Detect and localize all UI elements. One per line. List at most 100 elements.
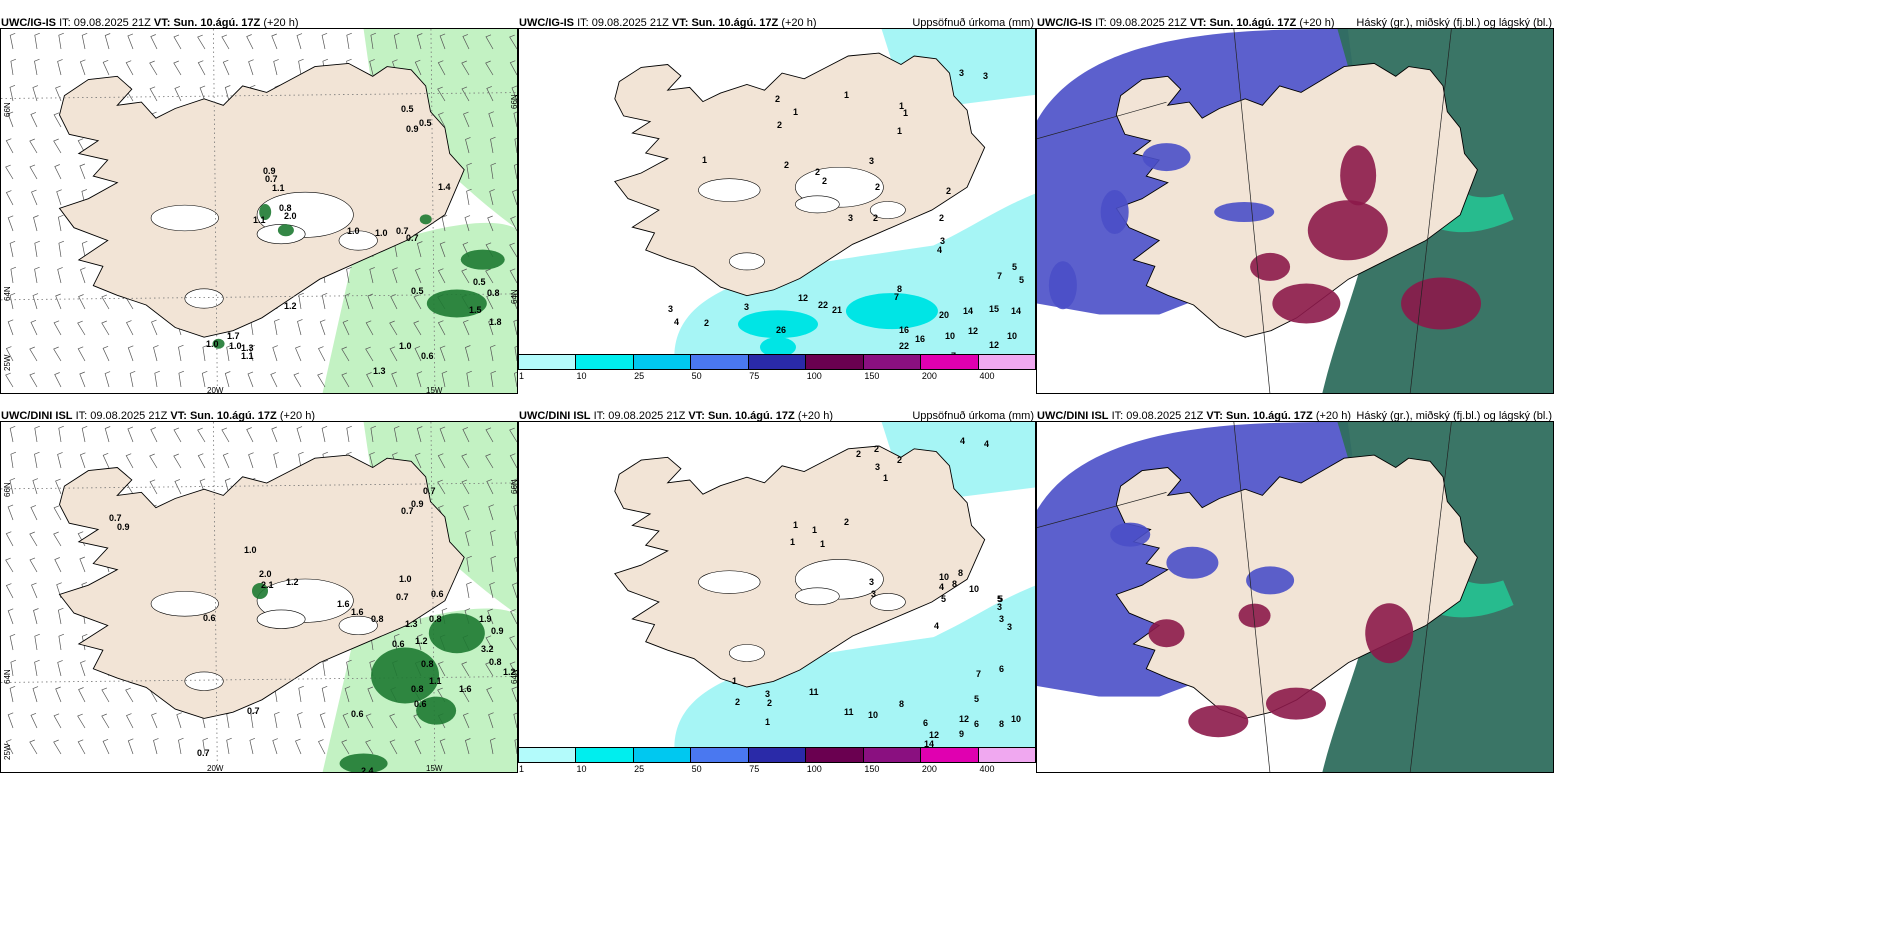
wind-barb [197, 453, 206, 469]
value-label: 3 [875, 462, 880, 472]
wind-barb [273, 59, 279, 76]
wind-barb [30, 112, 38, 128]
colorbar-tick-label: 1 [519, 371, 525, 381]
wind-barb [461, 86, 470, 102]
colorbar-swatch [978, 748, 1035, 762]
colorbar-tick-label: 10 [576, 371, 587, 381]
value-label: 0.6 [203, 613, 216, 623]
wind-barb [485, 427, 494, 443]
precip-intense-cell [371, 647, 440, 704]
colorbar-swatch [921, 748, 979, 762]
wind-barb [370, 425, 377, 443]
wind-barb [5, 190, 14, 206]
value-label: 0.6 [414, 699, 427, 709]
wind-precip-map: 0.70.90.70.90.71.02.02.1 1.20.61.61.60.80… [1, 422, 517, 772]
wind-barb [10, 659, 17, 677]
wind-barb [485, 453, 494, 469]
wind-barb [416, 371, 423, 388]
value-label: 3 [765, 689, 770, 699]
wind-barb [367, 293, 374, 310]
wind-barb [369, 452, 375, 469]
iceland-landmass [1115, 454, 1478, 719]
value-label: 1 [793, 520, 798, 530]
wind-barb [79, 556, 86, 573]
glacier [338, 230, 378, 251]
wind-barb [5, 739, 14, 755]
wind-barb [178, 344, 184, 362]
value-label: 0.8 [489, 657, 502, 667]
wind-barb [127, 426, 134, 443]
wind-barb [53, 346, 62, 362]
value-label: 0.8 [411, 684, 424, 694]
value-label: 12 [929, 730, 939, 740]
wind-barb [346, 32, 352, 50]
wind-barb [129, 370, 136, 388]
value-label: 1 [702, 155, 707, 165]
wind-barb [346, 425, 352, 443]
wind-barb [246, 34, 254, 50]
value-label: 10 [1011, 714, 1021, 724]
value-label: 1.1 [253, 215, 266, 225]
value-label: 2 [875, 182, 880, 192]
value-label: 2 [784, 160, 789, 170]
wind-barb [149, 60, 158, 76]
colorbar-ticks: 1 10 25 50 75 100 150 200 400 [518, 764, 1036, 776]
value-label: 3 [668, 304, 673, 314]
wind-barb [466, 162, 472, 180]
wind-barb [513, 111, 517, 128]
wind-barb [34, 58, 40, 76]
boundary-line [1233, 29, 1271, 393]
wind-barb [462, 319, 470, 336]
wind-barb [78, 687, 86, 703]
low-cloud-cell [1307, 200, 1388, 261]
wind-barb [55, 85, 62, 102]
precip-intense-cell [277, 224, 294, 237]
colorbar-tick-label: 50 [691, 371, 702, 381]
value-label: 7 [951, 351, 956, 356]
wind-barb [81, 425, 88, 443]
lat-label-66n-right: 66N [510, 94, 518, 109]
precip-intense-cell [416, 696, 457, 725]
lat-label-66n: 66N [3, 102, 12, 117]
value-label: 6 [974, 719, 979, 729]
wind-barb [274, 318, 280, 336]
wind-barb [341, 739, 350, 755]
wind-barb [249, 737, 256, 755]
value-label: 1.3 [241, 343, 254, 353]
wind-barb [125, 60, 134, 76]
wind-barb [464, 215, 471, 232]
value-label: 12 [989, 340, 999, 350]
value-label: 0.5 [411, 286, 424, 296]
value-label: 1.9 [479, 614, 492, 624]
wind-barb [488, 111, 494, 128]
wind-barb [511, 686, 517, 703]
wind-barb [462, 712, 470, 729]
value-label: 2 [775, 94, 780, 104]
wind-barb [514, 530, 517, 547]
wind-barb [9, 292, 16, 310]
wind-barb [490, 136, 496, 154]
panel-variable-title: Háský (gr.), miðský (fj.bl.) og lágský (… [1356, 410, 1552, 422]
low-cloud-cell [1148, 619, 1185, 648]
value-label: 22 [899, 341, 909, 351]
wind-barb [149, 479, 158, 495]
value-label: 4 [937, 245, 942, 255]
wind-barb [414, 739, 422, 755]
wind-barb [31, 582, 38, 599]
wind-barb [512, 189, 517, 206]
wind-barb [513, 163, 517, 180]
wind-barb [485, 661, 494, 677]
wind-barb [509, 268, 517, 284]
wind-barb [466, 555, 472, 573]
value-label: 5 [941, 594, 946, 604]
wind-barb [365, 346, 374, 362]
value-label: 7 [894, 292, 899, 302]
value-label: 2 [844, 517, 849, 527]
lon-label-20w: 20W [207, 386, 224, 394]
wind-barb [272, 738, 278, 755]
wind-barb [221, 427, 230, 443]
value-label: 0.8 [371, 614, 384, 624]
value-label: 0.9 [491, 626, 504, 636]
map-frame: 4 4 2 2 3 2 1 1 1 2 1 1 3 3 4 5 10 8 8 10 5 3 4 11 6 7 5 10 11 10 8 6 12… [518, 421, 1036, 747]
